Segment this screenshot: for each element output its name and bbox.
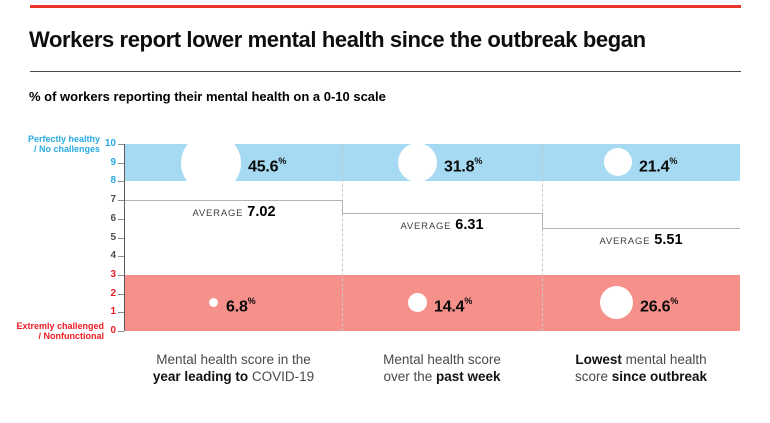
y-axis-top-label-line1: Perfectly healthy (27, 134, 100, 144)
y-tick-mark (118, 144, 124, 145)
average-label-col2: AVERAGE 6.31 (357, 216, 527, 234)
bubble-challenged-col1 (209, 298, 218, 307)
pct-value: 45.6 (248, 158, 279, 176)
caption-col2-line2: over the past week (383, 369, 501, 384)
y-tick-label-7: 7 (110, 194, 116, 205)
y-tick-mark (118, 256, 124, 257)
y-tick-label-9: 9 (110, 157, 116, 168)
average-value-col1: 7.02 (247, 204, 276, 220)
caption-col2-line1: Mental health score (383, 352, 501, 367)
y-axis-top-label: Perfectly healthy / No challenges (8, 134, 100, 154)
y-tick-mark (118, 312, 124, 313)
average-word: AVERAGE (400, 221, 452, 232)
bubble-healthy-col2 (398, 144, 437, 181)
y-tick-label-4: 4 (110, 250, 116, 261)
y-tick-mark (118, 275, 124, 276)
caption-col2: Mental health score over the past week (342, 351, 542, 385)
healthy-band (125, 144, 740, 181)
pct-value: 14.4 (434, 298, 465, 316)
caption-col3: Lowest mental health score since outbrea… (542, 351, 740, 385)
healthy-pct-col2: 31.8% (444, 152, 483, 176)
percent-sign: % (670, 296, 679, 306)
title-divider (30, 71, 741, 72)
caption-col3-line1: Lowest mental health (575, 352, 707, 367)
percent-sign: % (464, 296, 473, 306)
y-tick-mark (118, 163, 124, 164)
challenged-pct-col1: 6.8% (226, 292, 256, 316)
challenged-pct-col3: 26.6% (640, 292, 679, 316)
pct-value: 26.6 (640, 298, 671, 316)
y-tick-label-8: 8 (110, 175, 116, 186)
y-tick-label-0: 0 (110, 325, 116, 336)
y-tick-mark (118, 238, 124, 239)
percent-sign: % (474, 156, 483, 166)
percent-sign: % (247, 296, 256, 306)
y-tick-mark (118, 331, 124, 332)
top-accent-rule (30, 5, 741, 8)
average-value-col3: 5.51 (654, 232, 683, 248)
percent-sign: % (278, 156, 287, 166)
y-tick-mark (118, 200, 124, 201)
y-tick-label-1: 1 (110, 306, 116, 317)
y-axis-top-label-line2: / No challenges (33, 144, 100, 154)
pct-value: 21.4 (639, 158, 670, 176)
healthy-pct-col3: 21.4% (639, 152, 678, 176)
pct-value: 6.8 (226, 298, 248, 316)
bubble-challenged-col2 (408, 293, 427, 312)
column-separator (342, 144, 343, 331)
y-tick-mark (118, 294, 124, 295)
pct-value: 31.8 (444, 158, 475, 176)
y-tick-label-3: 3 (110, 269, 116, 280)
average-step-1 (342, 200, 343, 213)
y-axis-line (124, 144, 125, 331)
y-axis-bottom-label: Extremly challenged / Nonfunctional (8, 321, 104, 341)
y-tick-label-2: 2 (110, 288, 116, 299)
average-line-col3 (542, 228, 740, 229)
y-tick-mark (118, 219, 124, 220)
caption-col1-line2: year leading to COVID-19 (152, 369, 315, 384)
challenged-pct-col2: 14.4% (434, 292, 473, 316)
chart-subtitle: % of workers reporting their mental heal… (29, 89, 386, 104)
y-tick-label-5: 5 (110, 232, 116, 243)
bubble-healthy-col1 (181, 144, 241, 181)
average-label-col1: AVERAGE 7.02 (149, 203, 319, 221)
y-tick-mark (118, 181, 124, 182)
caption-col1-line1: Mental health score in the (156, 352, 311, 367)
y-tick-label-6: 6 (110, 213, 116, 224)
average-line-col2 (342, 213, 542, 214)
average-line-col1 (125, 200, 342, 201)
challenged-band (125, 275, 740, 331)
average-word: AVERAGE (599, 236, 651, 247)
column-separator (542, 144, 543, 331)
percent-sign: % (669, 156, 678, 166)
caption-col1: Mental health score in the year leading … (125, 351, 342, 385)
y-axis-bottom-label-line1: Extremly challenged (16, 321, 104, 331)
caption-col3-line2: score since outbreak (574, 369, 708, 384)
average-value-col2: 6.31 (455, 217, 484, 233)
bubble-challenged-col3 (600, 286, 633, 319)
y-axis-bottom-label-line2: / Nonfunctional (38, 331, 105, 341)
average-label-col3: AVERAGE 5.51 (556, 231, 726, 249)
bubble-healthy-col3 (604, 148, 632, 176)
average-word: AVERAGE (192, 208, 244, 219)
healthy-pct-col1: 45.6% (248, 152, 287, 176)
y-tick-label-10: 10 (104, 138, 116, 149)
page-title: Workers report lower mental health since… (29, 27, 646, 52)
average-step-2 (542, 213, 543, 228)
